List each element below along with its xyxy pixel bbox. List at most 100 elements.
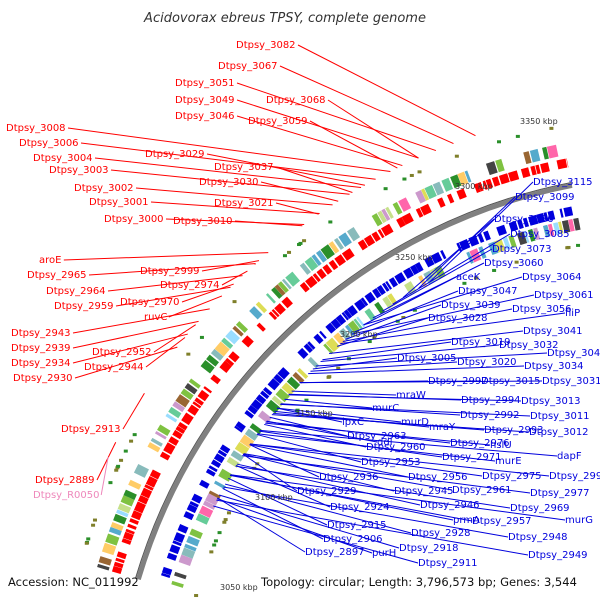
gene-label-forward: Dtpsy_2974 <box>160 280 220 291</box>
gene-label-reverse: Dtpsy_3115 <box>533 177 593 188</box>
gene-feature <box>181 412 194 426</box>
gene-label-reverse: Dtpsy_3020 <box>457 357 517 368</box>
label-connector <box>275 202 319 215</box>
gene-feature <box>297 347 309 359</box>
gene-label-forward: Dtpsy_3008 <box>6 123 66 134</box>
gene-feature <box>262 386 273 396</box>
label-connector <box>310 361 458 372</box>
gene-feature <box>424 256 435 268</box>
gene-feature <box>299 262 311 275</box>
label-connector <box>249 444 409 478</box>
label-connector <box>345 304 442 340</box>
feature-mark <box>328 220 333 224</box>
gene-feature <box>191 493 203 504</box>
gene-feature <box>313 333 324 345</box>
gene-feature <box>235 421 246 431</box>
gene-feature <box>547 223 555 237</box>
gene-feature <box>424 184 437 200</box>
gene-label-reverse: hslU <box>490 440 512 451</box>
gene-label-forward: Dtpsy_3029 <box>145 149 205 160</box>
gene-feature <box>380 223 394 237</box>
gene-label-reverse: Dtpsy_2911 <box>418 558 478 569</box>
feature-mark <box>212 543 217 547</box>
gene-label-reverse: aceK <box>456 272 481 283</box>
scale-tick-label: 3250 kbp <box>395 253 433 262</box>
label-connector <box>242 455 531 494</box>
label-connector <box>96 442 117 481</box>
feature-mark <box>123 449 128 453</box>
label-connector <box>265 422 491 446</box>
gene-feature <box>429 268 440 282</box>
gene-label-reverse: Dtpsy_2906 <box>323 534 383 545</box>
feature-mark <box>84 541 89 545</box>
feature-mark <box>417 170 422 174</box>
label-connector <box>218 494 400 549</box>
gene-label-reverse: Dtpsy_3086 <box>494 214 554 225</box>
gene-feature <box>129 518 139 525</box>
gene-label-reverse: Dtpsy_2918 <box>399 543 459 554</box>
gene-label-reverse: Dtpsy_2929 <box>297 486 357 497</box>
gene-label-forward: Dtpsy_3010 <box>173 216 233 227</box>
gene-feature <box>178 554 193 566</box>
gene-feature <box>265 293 276 304</box>
label-connector <box>429 181 534 283</box>
gene-feature <box>187 404 200 416</box>
gene-feature <box>343 309 353 319</box>
label-connector <box>100 457 109 496</box>
gene-label-forward: Dtpsy_3067 <box>218 61 278 72</box>
scale-labels: 3350 kbp 3300 kbp 3250 kbp 3200 kbp 3150 kbp… <box>220 117 558 592</box>
gene-feature <box>394 272 407 285</box>
gene-feature <box>372 288 382 299</box>
gene-feature <box>149 469 161 480</box>
feature-mark <box>549 126 554 130</box>
gene-label-reverse: Dtpsy_2945 <box>394 486 454 497</box>
gene-label-reverse: Dtpsy_3085 <box>510 229 570 240</box>
scale-tick-label: 3050 kbp <box>220 583 258 592</box>
gene-feature <box>536 213 546 224</box>
gene-feature <box>127 523 137 530</box>
gene-label-forward: Dtpsy_2959 <box>54 301 114 312</box>
label-connector <box>257 433 496 462</box>
gene-feature <box>371 213 383 227</box>
gene-feature <box>403 267 414 279</box>
feature-mark <box>492 268 497 272</box>
label-connectors <box>63 44 566 564</box>
feature-mark <box>223 518 228 522</box>
gene-feature <box>307 356 320 369</box>
gene-label-forward: Dtpsy_3051 <box>175 78 235 89</box>
gene-feature <box>409 264 420 275</box>
gene-feature <box>113 513 127 525</box>
label-connector <box>372 262 485 319</box>
gene-label-forward: Dtpsy_3030 <box>199 177 259 188</box>
label-connector <box>351 294 535 335</box>
gene-label-forward: Dtpsy_3021 <box>214 198 274 209</box>
gene-feature <box>115 557 125 564</box>
gene-feature <box>224 357 235 367</box>
gene-label-reverse: Dtpsy_3061 <box>534 290 594 301</box>
gene-label-forward: Dtpsy_3082 <box>236 40 296 51</box>
gene-feature <box>464 170 472 183</box>
gene-feature <box>404 281 417 296</box>
gene-feature <box>304 256 319 272</box>
gene-feature <box>168 406 182 419</box>
gene-feature <box>319 330 327 340</box>
gene-feature <box>210 348 224 361</box>
gene-label-reverse: Dtpsy_3032 <box>499 340 559 351</box>
gene-feature <box>277 367 290 380</box>
label-connector <box>236 99 419 159</box>
gene-feature <box>311 254 322 266</box>
label-connector <box>135 187 333 206</box>
gene-feature <box>553 222 561 236</box>
label-connector <box>72 308 210 334</box>
feature-mark <box>402 177 407 181</box>
forward-cds-ring <box>111 158 569 575</box>
label-connector <box>280 403 531 417</box>
scale-tick-label: 3150 kbp <box>295 409 333 418</box>
gene-label-reverse: Dtpsy_3041 <box>523 326 583 337</box>
feature-mark <box>401 316 406 320</box>
gene-feature <box>175 394 190 408</box>
gene-feature <box>249 306 263 320</box>
gene-feature <box>101 542 117 556</box>
gene-feature <box>249 423 263 435</box>
label-connector <box>234 220 303 227</box>
